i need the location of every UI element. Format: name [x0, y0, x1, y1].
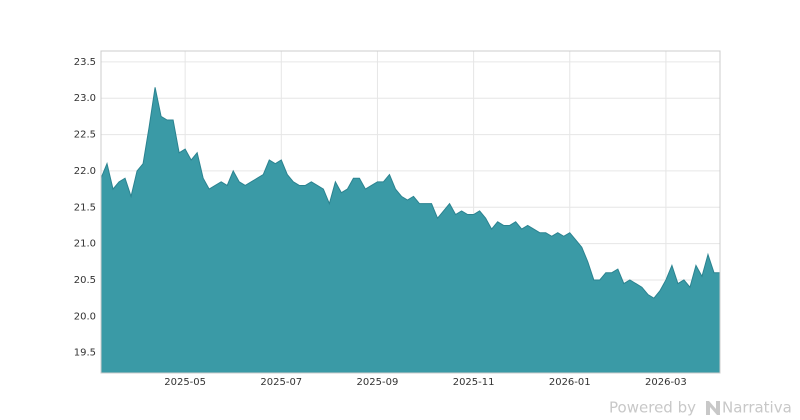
- watermark-brand: Narrativa: [722, 399, 792, 417]
- y-tick-label: 22.5: [74, 130, 96, 141]
- x-tick-label: 2025-11: [453, 377, 495, 388]
- plot-border: [100, 50, 721, 374]
- x-tick-label: 2025-07: [260, 377, 302, 388]
- y-tick-label: 23.0: [74, 93, 96, 104]
- x-tick-label: 2025-05: [164, 377, 206, 388]
- y-tick-label: 22.0: [74, 166, 96, 177]
- y-tick-label: 23.5: [74, 57, 96, 68]
- x-tick-label: 2025-09: [357, 377, 399, 388]
- y-tick-label: 21.0: [74, 239, 96, 250]
- watermark-logo: [706, 401, 720, 415]
- x-tick-label: 2026-03: [645, 377, 687, 388]
- y-tick-label: 20.0: [74, 311, 96, 322]
- watermark-prefix: Powered by: [609, 399, 696, 417]
- y-tick-label: 21.5: [74, 202, 96, 213]
- y-tick-label: 20.5: [74, 275, 96, 286]
- y-tick-label: 19.5: [74, 348, 96, 359]
- area: [100, 87, 721, 374]
- x-tick-label: 2026-01: [549, 377, 591, 388]
